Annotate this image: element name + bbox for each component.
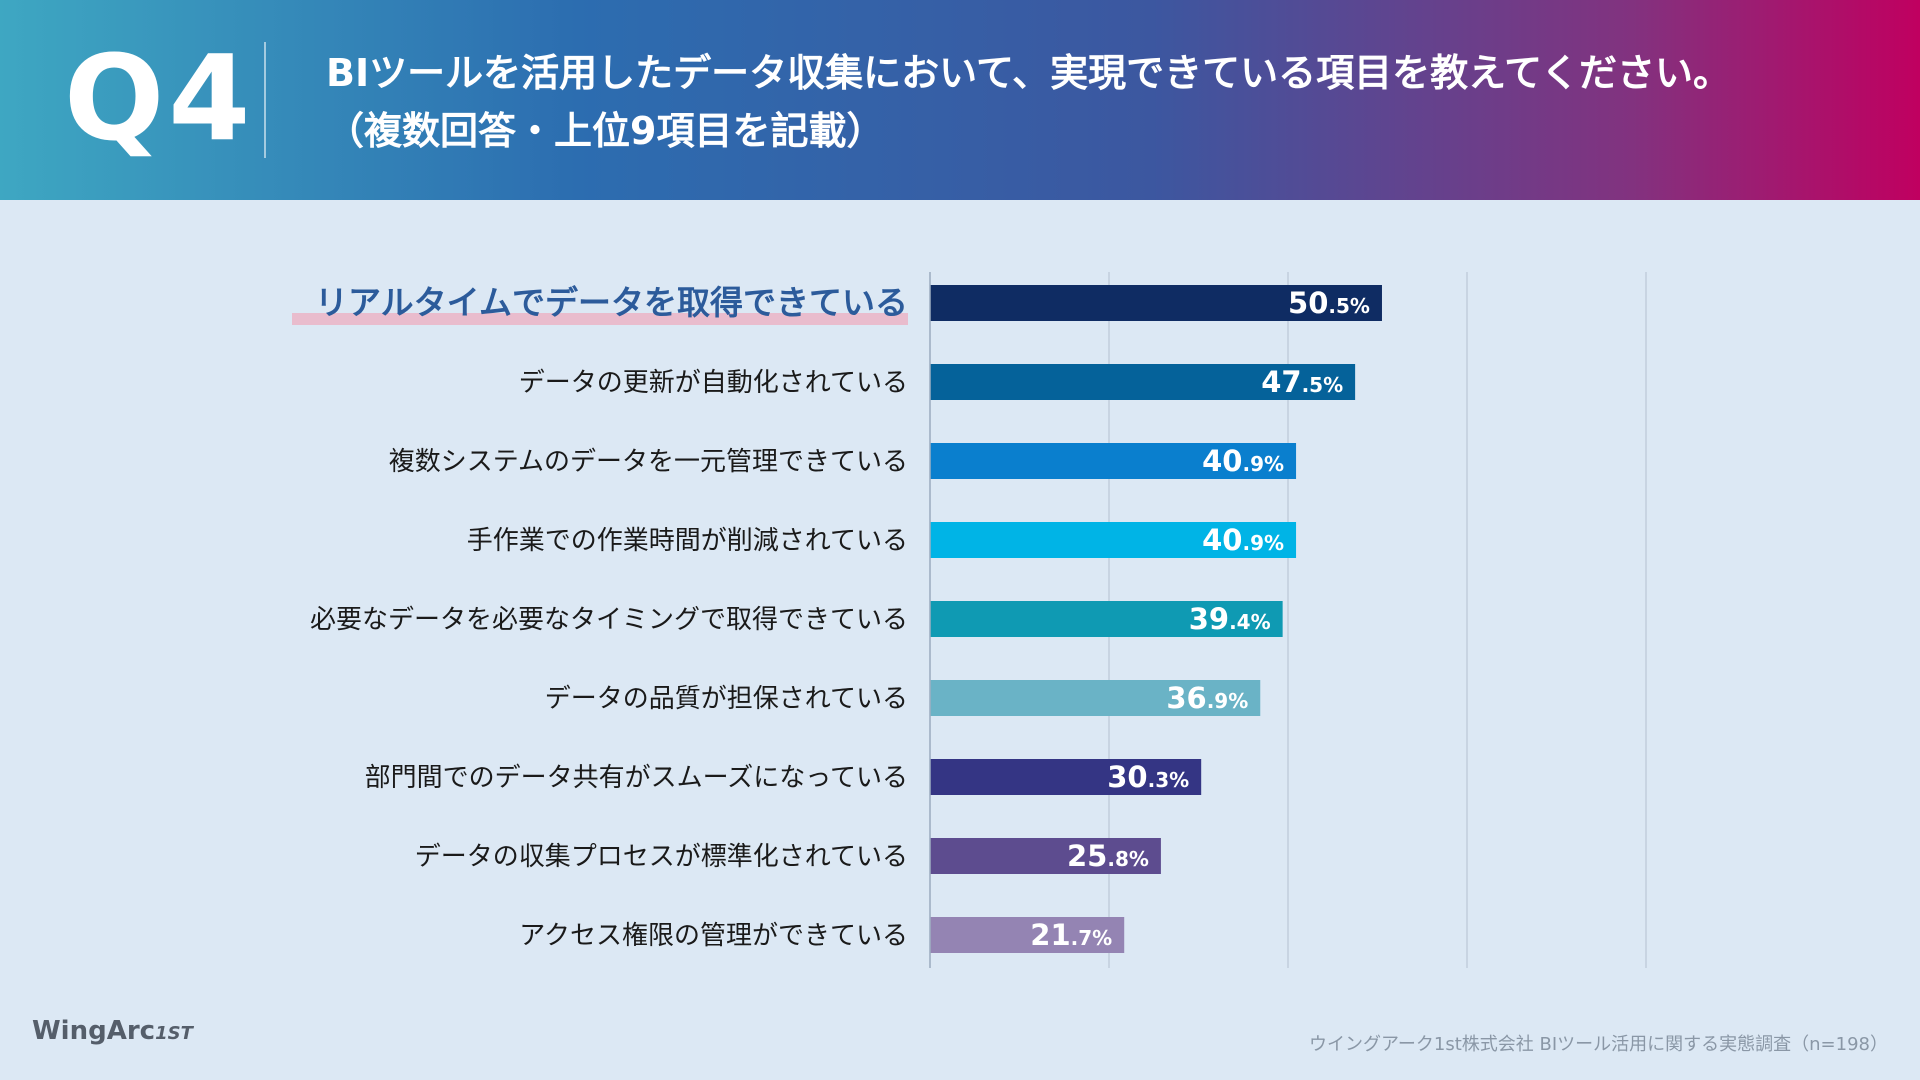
category-label: アクセス権限の管理ができている	[519, 921, 908, 951]
bar	[930, 759, 1202, 795]
question-line-2: （複数回答・上位9項目を記載）	[326, 109, 885, 153]
bar-value-label: 21.7%	[1030, 918, 1112, 952]
category-label: 必要なデータを必要なタイミングで取得できている	[310, 605, 908, 635]
category-highlight	[292, 313, 908, 325]
header-divider	[264, 42, 266, 158]
bar-value-label: 50.5%	[1288, 286, 1370, 320]
category-label: 部門間でのデータ共有がスムーズになっている	[365, 763, 908, 793]
question-line-1: BIツールを活用したデータ収集において、実現できている項目を教えてください。	[326, 51, 1732, 95]
question-number: Q4	[64, 29, 255, 167]
bar-value-label: 36.9%	[1166, 681, 1248, 715]
category-label: 手作業での作業時間が削減されている	[467, 526, 908, 556]
bar-value-label: 25.8%	[1067, 839, 1149, 873]
category-label: 複数システムのデータを一元管理できている	[389, 447, 908, 477]
bar-value-label: 40.9%	[1202, 444, 1284, 478]
category-label: データの収集プロセスが標準化されている	[415, 842, 908, 872]
category-label: リアルタイムでデータを取得できている	[315, 283, 908, 322]
bar	[930, 285, 1382, 321]
bar-chart: リアルタイムでデータを取得できている 50.5% データの更新が自動化されている 47…	[0, 260, 1920, 980]
wingarc-logo: WingArc1ST	[32, 1016, 193, 1046]
category-label: データの品質が担保されている	[545, 684, 908, 714]
bar	[930, 364, 1356, 400]
bar	[930, 838, 1161, 874]
bar-chart-svg: リアルタイムでデータを取得できている 50.5% データの更新が自動化されている 47…	[292, 272, 1647, 968]
source-note: ウイングアーク1st株式会社 BIツール活用に関する実態調査（n=198）	[1308, 1034, 1888, 1055]
logo-sup: 1ST	[155, 1023, 193, 1044]
bar-value-label: 40.9%	[1202, 523, 1284, 557]
bar	[930, 601, 1283, 637]
header-banner: Q4 BIツールを活用したデータ収集において、実現できている項目を教えてください…	[0, 0, 1920, 200]
bar	[930, 443, 1297, 479]
bar-value-label: 47.5%	[1261, 365, 1343, 399]
bar	[930, 522, 1297, 558]
bar-value-label: 30.3%	[1107, 760, 1189, 794]
bar-value-label: 39.4%	[1189, 602, 1271, 636]
bar	[930, 680, 1261, 716]
category-label: データの更新が自動化されている	[519, 368, 908, 398]
logo-text: WingArc	[32, 1016, 156, 1046]
bar	[930, 917, 1125, 953]
question-text: BIツールを活用したデータ収集において、実現できている項目を教えてください。 （…	[326, 44, 1731, 160]
